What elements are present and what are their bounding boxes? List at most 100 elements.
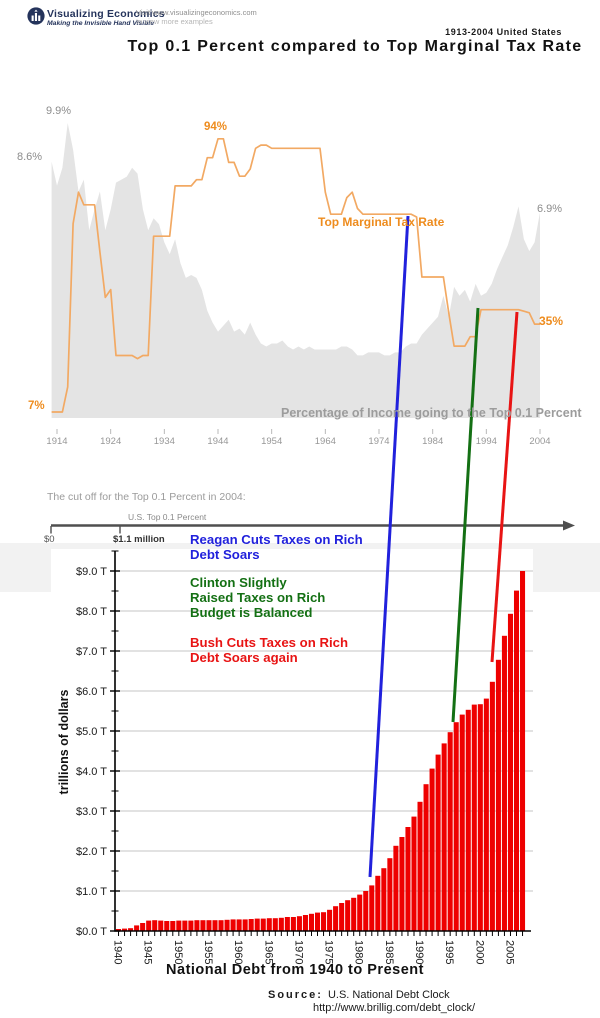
debt-ylabel: trillions of dollars bbox=[57, 690, 71, 795]
debt-bar bbox=[514, 591, 519, 931]
annotation-block-2: Bush Cuts Taxes on RichDebt Soars again bbox=[190, 635, 348, 665]
chart-label-6.9: 6.9% bbox=[537, 203, 562, 215]
annotation-line: Reagan Cuts Taxes on Rich bbox=[190, 532, 363, 547]
debt-y-label: $7.0 T bbox=[76, 646, 107, 658]
debt-bar bbox=[206, 920, 211, 931]
source-url: http://www.brillig.com/debt_clock/ bbox=[313, 1002, 475, 1014]
annotation-line: Raised Taxes on Rich bbox=[190, 590, 325, 605]
debt-bar bbox=[231, 919, 236, 931]
debt-bar bbox=[164, 921, 169, 931]
debt-bar bbox=[448, 732, 453, 931]
debt-x-label: 1950 bbox=[172, 940, 184, 964]
debt-bar bbox=[194, 920, 199, 931]
annotation-block-0: Reagan Cuts Taxes on RichDebt Soars bbox=[190, 532, 363, 562]
page-title: Top 0.1 Percent compared to Top Marginal… bbox=[110, 38, 600, 56]
charts-graphics: 1914192419341944195419641974198419942004… bbox=[0, 0, 600, 1018]
cutoff-tick-million-label: $1.1 million bbox=[113, 534, 165, 545]
logo-icon bbox=[27, 7, 45, 25]
debt-bar bbox=[158, 921, 163, 931]
annotation-line: Debt Soars again bbox=[190, 650, 348, 665]
debt-bar bbox=[285, 917, 290, 931]
debt-x-label: 1965 bbox=[262, 940, 274, 964]
debt-bar bbox=[351, 898, 356, 931]
debt-bar bbox=[466, 710, 471, 931]
debt-bar bbox=[309, 914, 314, 931]
chart-label-35: 35% bbox=[539, 314, 563, 328]
debt-x-label: 1960 bbox=[232, 940, 244, 964]
annotation-line: Bush Cuts Taxes on Rich bbox=[190, 635, 348, 650]
visit-url-text: Visit www.visualizingeconomics.com bbox=[136, 8, 257, 17]
debt-bar bbox=[140, 923, 145, 931]
debt-x-label: 1970 bbox=[292, 940, 304, 964]
annotation-line: Budget is Balanced bbox=[190, 605, 325, 620]
annotation-line: Clinton Slightly bbox=[190, 575, 325, 590]
debt-bar bbox=[478, 704, 483, 931]
debt-bar bbox=[333, 906, 338, 931]
debt-y-label: $3.0 T bbox=[76, 806, 107, 818]
debt-x-label: 2000 bbox=[473, 940, 485, 964]
debt-y-label: $0.0 T bbox=[76, 926, 107, 938]
debt-bar bbox=[490, 682, 495, 931]
debt-bar bbox=[484, 699, 489, 931]
debt-bar bbox=[152, 920, 157, 931]
debt-x-label: 2005 bbox=[503, 940, 515, 964]
debt-x-label: 1990 bbox=[413, 940, 425, 964]
debt-bar bbox=[170, 921, 175, 931]
debt-bar bbox=[291, 917, 296, 931]
debt-x-label: 1985 bbox=[383, 940, 395, 964]
debt-x-label: 1945 bbox=[142, 940, 154, 964]
tax-chart-x-label: 1994 bbox=[476, 436, 497, 447]
debt-bar bbox=[375, 876, 380, 931]
debt-bar bbox=[327, 910, 332, 931]
debt-bar bbox=[279, 918, 284, 931]
chart-subtitle: 1913-2004 United States bbox=[162, 27, 562, 37]
annotation-line: Debt Soars bbox=[190, 547, 363, 562]
chart-label-7: 7% bbox=[28, 400, 45, 412]
annotation-block-1: Clinton SlightlyRaised Taxes on RichBudg… bbox=[190, 575, 325, 621]
source-line: Source:U.S. National Debt Clock bbox=[268, 989, 450, 1001]
tax-chart-x-label: 1944 bbox=[207, 436, 228, 447]
debt-bar bbox=[345, 900, 350, 931]
debt-x-label: 1995 bbox=[443, 940, 455, 964]
debt-y-label: $5.0 T bbox=[76, 726, 107, 738]
reagan-line bbox=[370, 216, 408, 877]
debt-bar bbox=[357, 895, 362, 931]
debt-bar bbox=[225, 920, 230, 931]
debt-y-label: $4.0 T bbox=[76, 766, 107, 778]
tax-chart-x-label: 1974 bbox=[368, 436, 389, 447]
debt-bar bbox=[297, 916, 302, 931]
debt-bar bbox=[243, 919, 248, 931]
debt-bar bbox=[381, 868, 386, 931]
debt-bar bbox=[188, 921, 193, 931]
debt-bar bbox=[315, 913, 320, 931]
debt-bar bbox=[399, 837, 404, 931]
debt-bar bbox=[520, 571, 525, 931]
chart-label-top-marginal-tax-rate: Top Marginal Tax Rate bbox=[318, 215, 444, 229]
debt-bar bbox=[430, 769, 435, 931]
debt-bar bbox=[267, 918, 272, 931]
debt-bar bbox=[219, 920, 224, 931]
debt-bar bbox=[454, 722, 459, 931]
debt-bar bbox=[460, 715, 465, 931]
debt-bar bbox=[249, 919, 254, 931]
debt-bar bbox=[146, 921, 151, 931]
debt-bar bbox=[212, 920, 217, 931]
source-label: Source: bbox=[268, 989, 323, 1001]
debt-x-label: 1975 bbox=[323, 940, 335, 964]
debt-x-label: 1980 bbox=[353, 940, 365, 964]
debt-y-label: $2.0 T bbox=[76, 846, 107, 858]
debt-bar bbox=[303, 915, 308, 931]
debt-bar bbox=[508, 614, 513, 931]
chart-label-9.9: 9.9% bbox=[46, 105, 71, 117]
debt-y-label: $1.0 T bbox=[76, 886, 107, 898]
debt-bar bbox=[502, 636, 507, 931]
debt-y-label: $8.0 T bbox=[76, 606, 107, 618]
tax-chart-x-label: 1934 bbox=[154, 436, 175, 447]
debt-bar bbox=[472, 705, 477, 931]
debt-bar bbox=[424, 784, 429, 931]
tax-chart-x-label: 1924 bbox=[100, 436, 121, 447]
debt-bar bbox=[496, 660, 501, 931]
debt-x-label: 1955 bbox=[202, 940, 214, 964]
debt-x-label: 1940 bbox=[112, 940, 124, 964]
debt-bar bbox=[387, 858, 392, 931]
